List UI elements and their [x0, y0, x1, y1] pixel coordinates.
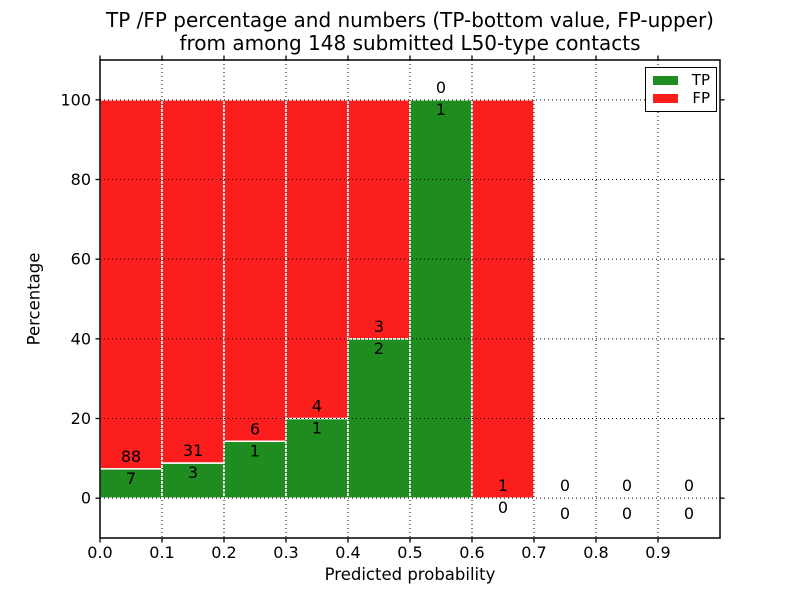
legend-item-tp: TP: [653, 73, 710, 88]
tp-count-label: 1: [250, 441, 260, 460]
tp-color-swatch: [653, 76, 678, 85]
x-tick-label: 0.9: [645, 543, 670, 562]
x-tick-label: 0.8: [583, 543, 608, 562]
fp-count-label: 0: [622, 476, 632, 495]
x-tick-label: 0.0: [87, 543, 112, 562]
fp-count-label: 0: [560, 476, 570, 495]
chart-title: TP /FP percentage and numbers (TP-bottom…: [100, 9, 720, 55]
x-tick-label: 0.5: [397, 543, 422, 562]
x-tick-label: 0.7: [521, 543, 546, 562]
x-tick-label: 0.6: [459, 543, 484, 562]
y-tick-label: 0: [81, 489, 91, 508]
bar-segment-fp: [471, 99, 535, 499]
bar-segment-tp: [223, 440, 287, 499]
fp-count-label: 0: [684, 476, 694, 495]
legend-item-fp: FP: [653, 91, 710, 106]
tp-count-label: 1: [312, 419, 322, 438]
x-tick-label: 0.1: [149, 543, 174, 562]
x-axis-label: Predicted probability: [324, 565, 496, 584]
tp-count-label: 1: [436, 100, 446, 119]
x-tick-label: 0.4: [335, 543, 360, 562]
bar-segment-fp: [347, 99, 411, 340]
bar-segment-fp: [99, 99, 163, 470]
tp-count-label: 3: [188, 463, 198, 482]
fp-count-label: 31: [183, 441, 203, 460]
tp-count-label: 2: [374, 339, 384, 358]
bar-segment-fp: [161, 99, 225, 464]
y-tick-label: 40: [71, 329, 91, 348]
tp-count-label: 0: [560, 504, 570, 523]
tp-count-label: 0: [622, 504, 632, 523]
fp-color-swatch: [653, 94, 678, 103]
bar-segment-tp: [409, 99, 473, 499]
legend-label-tp: TP: [691, 71, 710, 89]
legend: TP FP: [645, 67, 717, 112]
fp-count-label: 4: [312, 397, 322, 416]
fp-count-label: 6: [250, 419, 260, 438]
fp-count-label: 0: [436, 78, 446, 97]
tp-count-label: 0: [684, 504, 694, 523]
x-tick-label: 0.3: [273, 543, 298, 562]
chart-title-line1: TP /FP percentage and numbers (TP-bottom…: [106, 8, 714, 32]
chart-title-line2: from among 148 submitted L50-type contac…: [179, 31, 641, 55]
tp-count-label: 0: [498, 498, 508, 517]
x-tick-label: 0.2: [211, 543, 236, 562]
bar-segment-fp: [223, 99, 287, 443]
tp-count-label: 7: [126, 469, 136, 488]
fp-count-label: 88: [121, 447, 141, 466]
y-tick-label: 100: [60, 90, 91, 109]
fp-count-label: 3: [374, 317, 384, 336]
fp-count-label: 1: [498, 476, 508, 495]
y-axis-label: Percentage: [24, 252, 44, 346]
y-tick-label: 20: [71, 409, 91, 428]
y-tick-label: 60: [71, 250, 91, 269]
y-tick-label: 80: [71, 170, 91, 189]
legend-label-fp: FP: [692, 89, 710, 107]
